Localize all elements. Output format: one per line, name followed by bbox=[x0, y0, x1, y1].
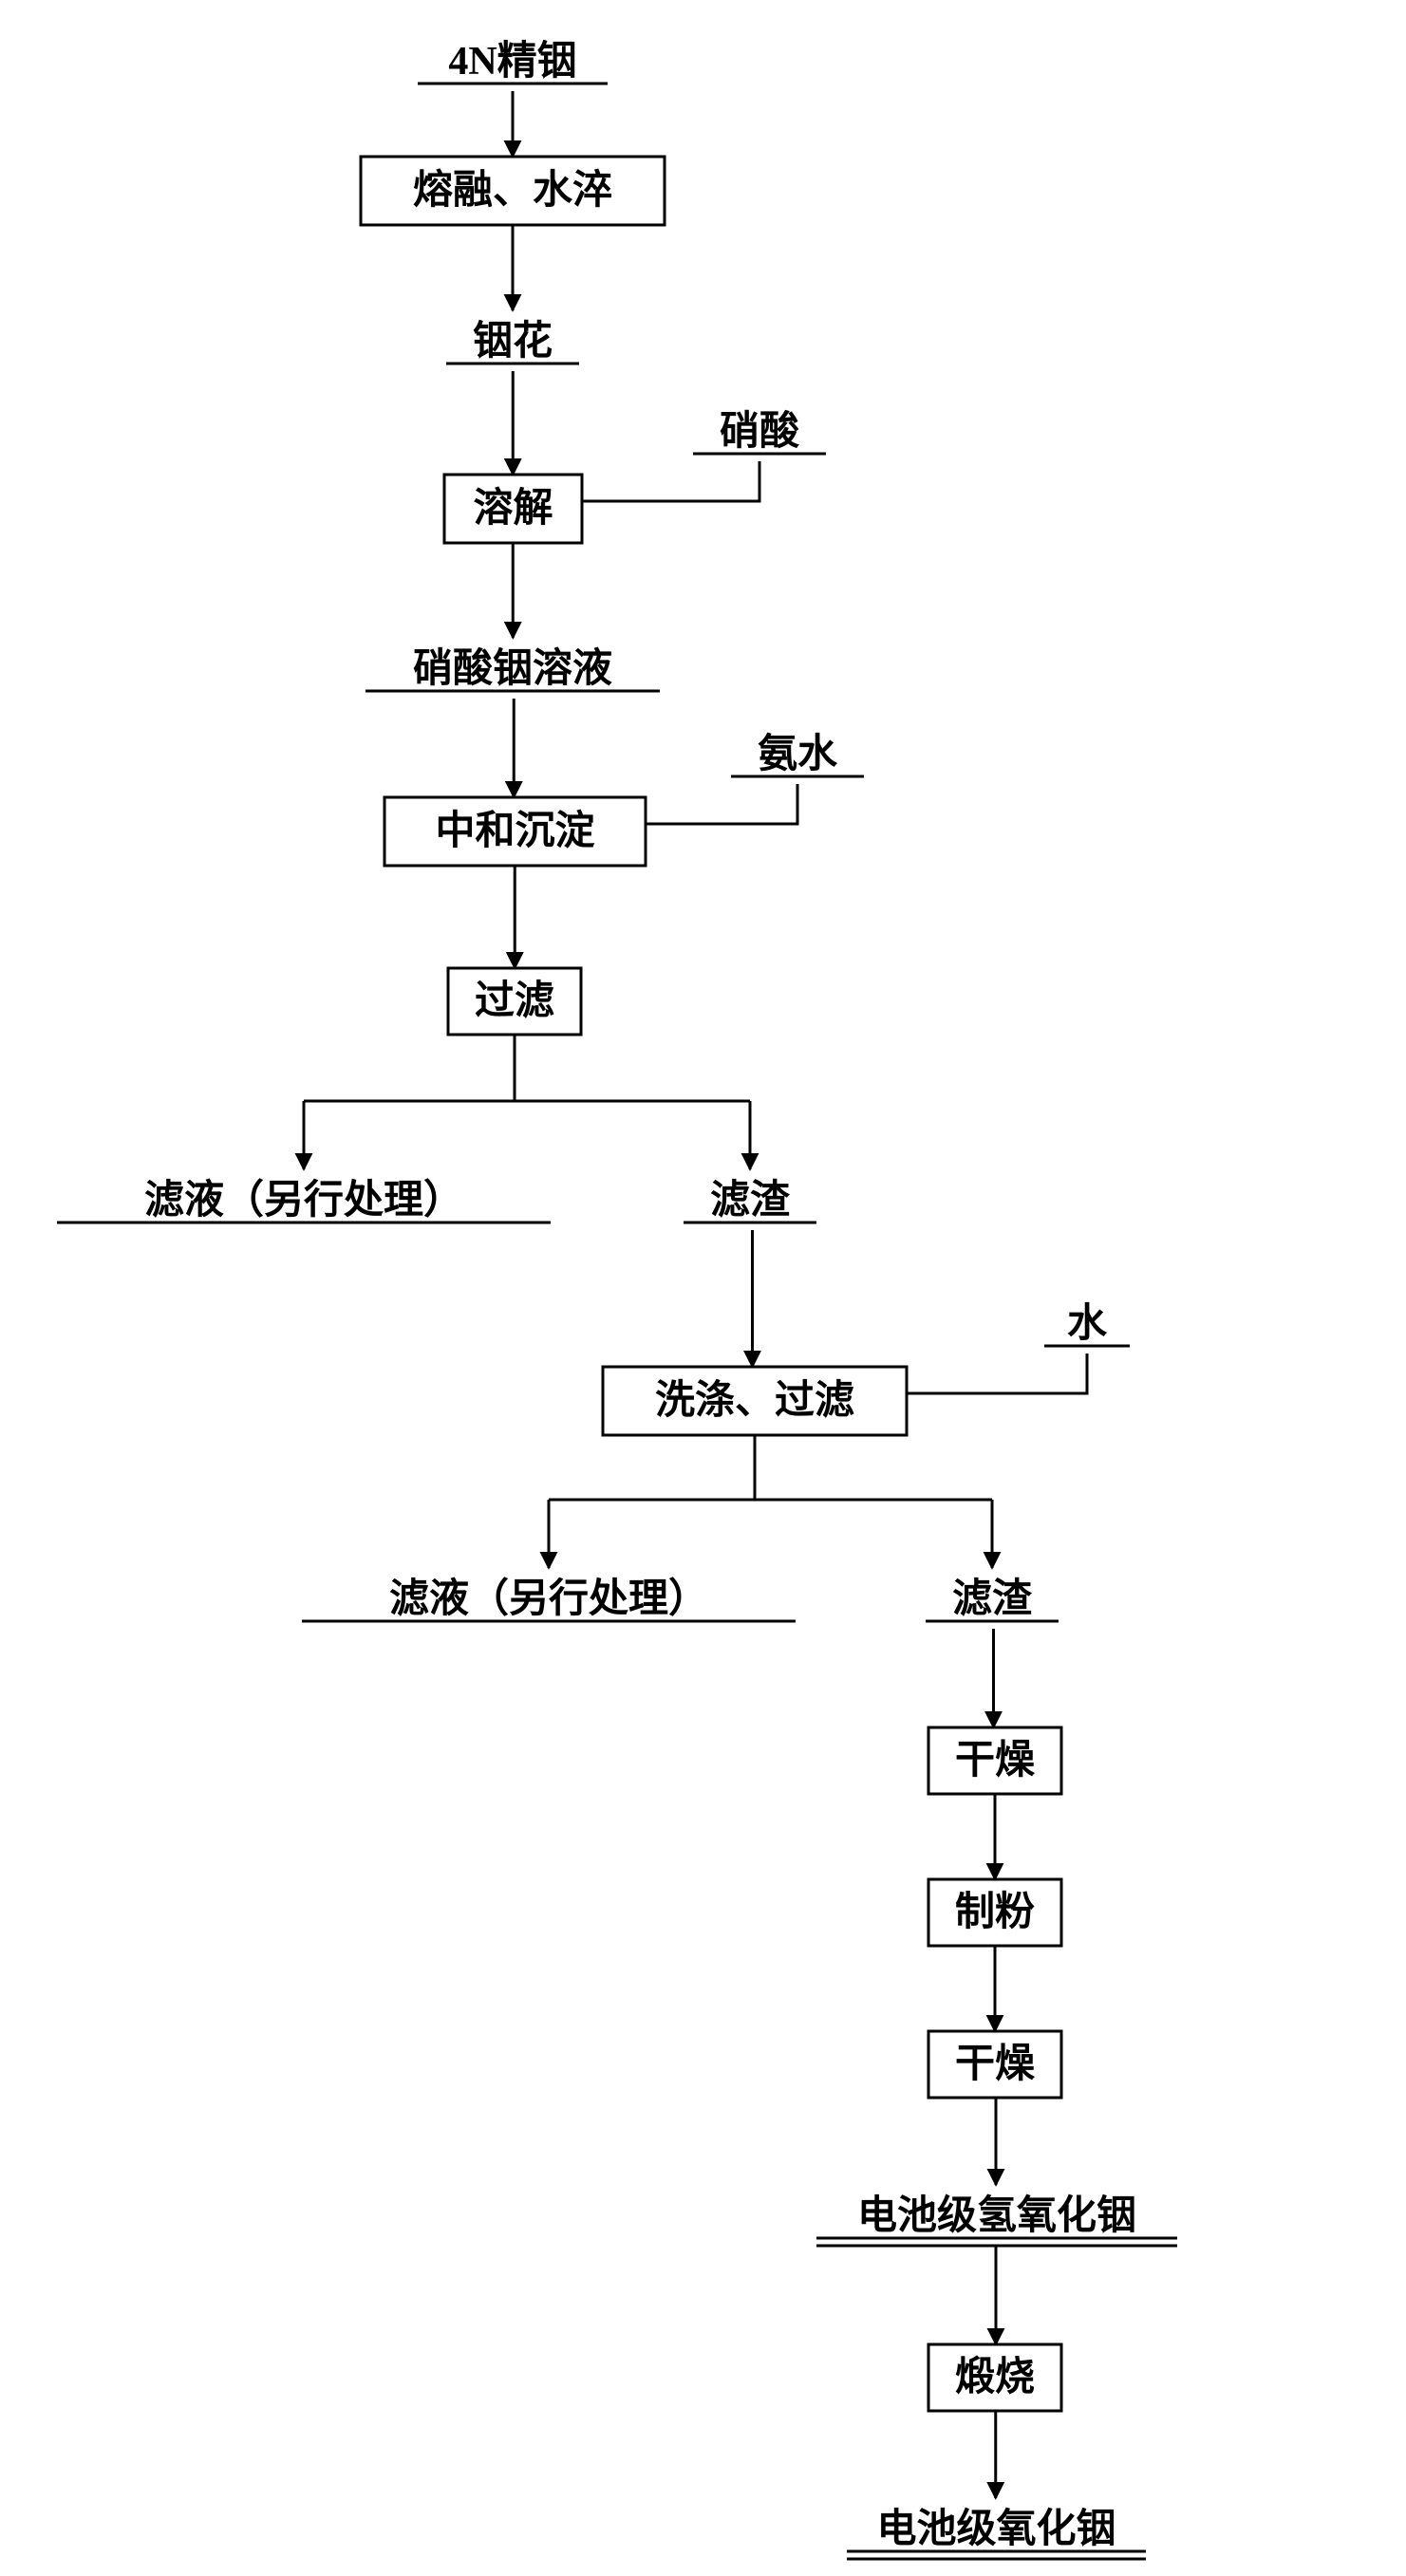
flowchart-container: 4N精铟熔融、水淬铟花硝酸溶解硝酸铟溶液氨水中和沉淀过滤滤液（另行处理）滤渣水洗… bbox=[0, 0, 1406, 2576]
process-label: 过滤 bbox=[475, 979, 554, 1023]
material-label: 滤液（另行处理） bbox=[144, 1178, 463, 1223]
reagent-lead bbox=[907, 1353, 1087, 1393]
material-label: 铟花 bbox=[473, 319, 553, 364]
material-label: 硝酸 bbox=[720, 409, 800, 454]
product-label: 电池级氢氧化铟 bbox=[857, 2193, 1136, 2238]
reagent-lead bbox=[646, 784, 797, 824]
process-label: 熔融、水淬 bbox=[413, 168, 612, 213]
process-label: 洗涤、过滤 bbox=[655, 1378, 854, 1423]
material-label: 滤液（另行处理） bbox=[389, 1577, 708, 1621]
flowchart-svg: 4N精铟熔融、水淬铟花硝酸溶解硝酸铟溶液氨水中和沉淀过滤滤液（另行处理）滤渣水洗… bbox=[0, 0, 1406, 2576]
process-label: 中和沉淀 bbox=[435, 809, 594, 853]
process-label: 制粉 bbox=[955, 1890, 1035, 1934]
process-label: 干燥 bbox=[955, 2043, 1036, 2086]
product-label: 电池级氧化铟 bbox=[876, 2507, 1115, 2551]
reagent-lead bbox=[582, 461, 759, 501]
process-label: 煅烧 bbox=[955, 2355, 1035, 2399]
process-label: 溶解 bbox=[473, 486, 553, 531]
material-label: 滤渣 bbox=[710, 1178, 791, 1223]
process-label: 干燥 bbox=[955, 1739, 1036, 1783]
material-label: 氨水 bbox=[758, 732, 838, 776]
material-label: 滤渣 bbox=[952, 1577, 1033, 1621]
material-label: 水 bbox=[1067, 1301, 1108, 1346]
material-label: 硝酸铟溶液 bbox=[413, 646, 612, 691]
material-label: 4N精铟 bbox=[448, 39, 576, 84]
